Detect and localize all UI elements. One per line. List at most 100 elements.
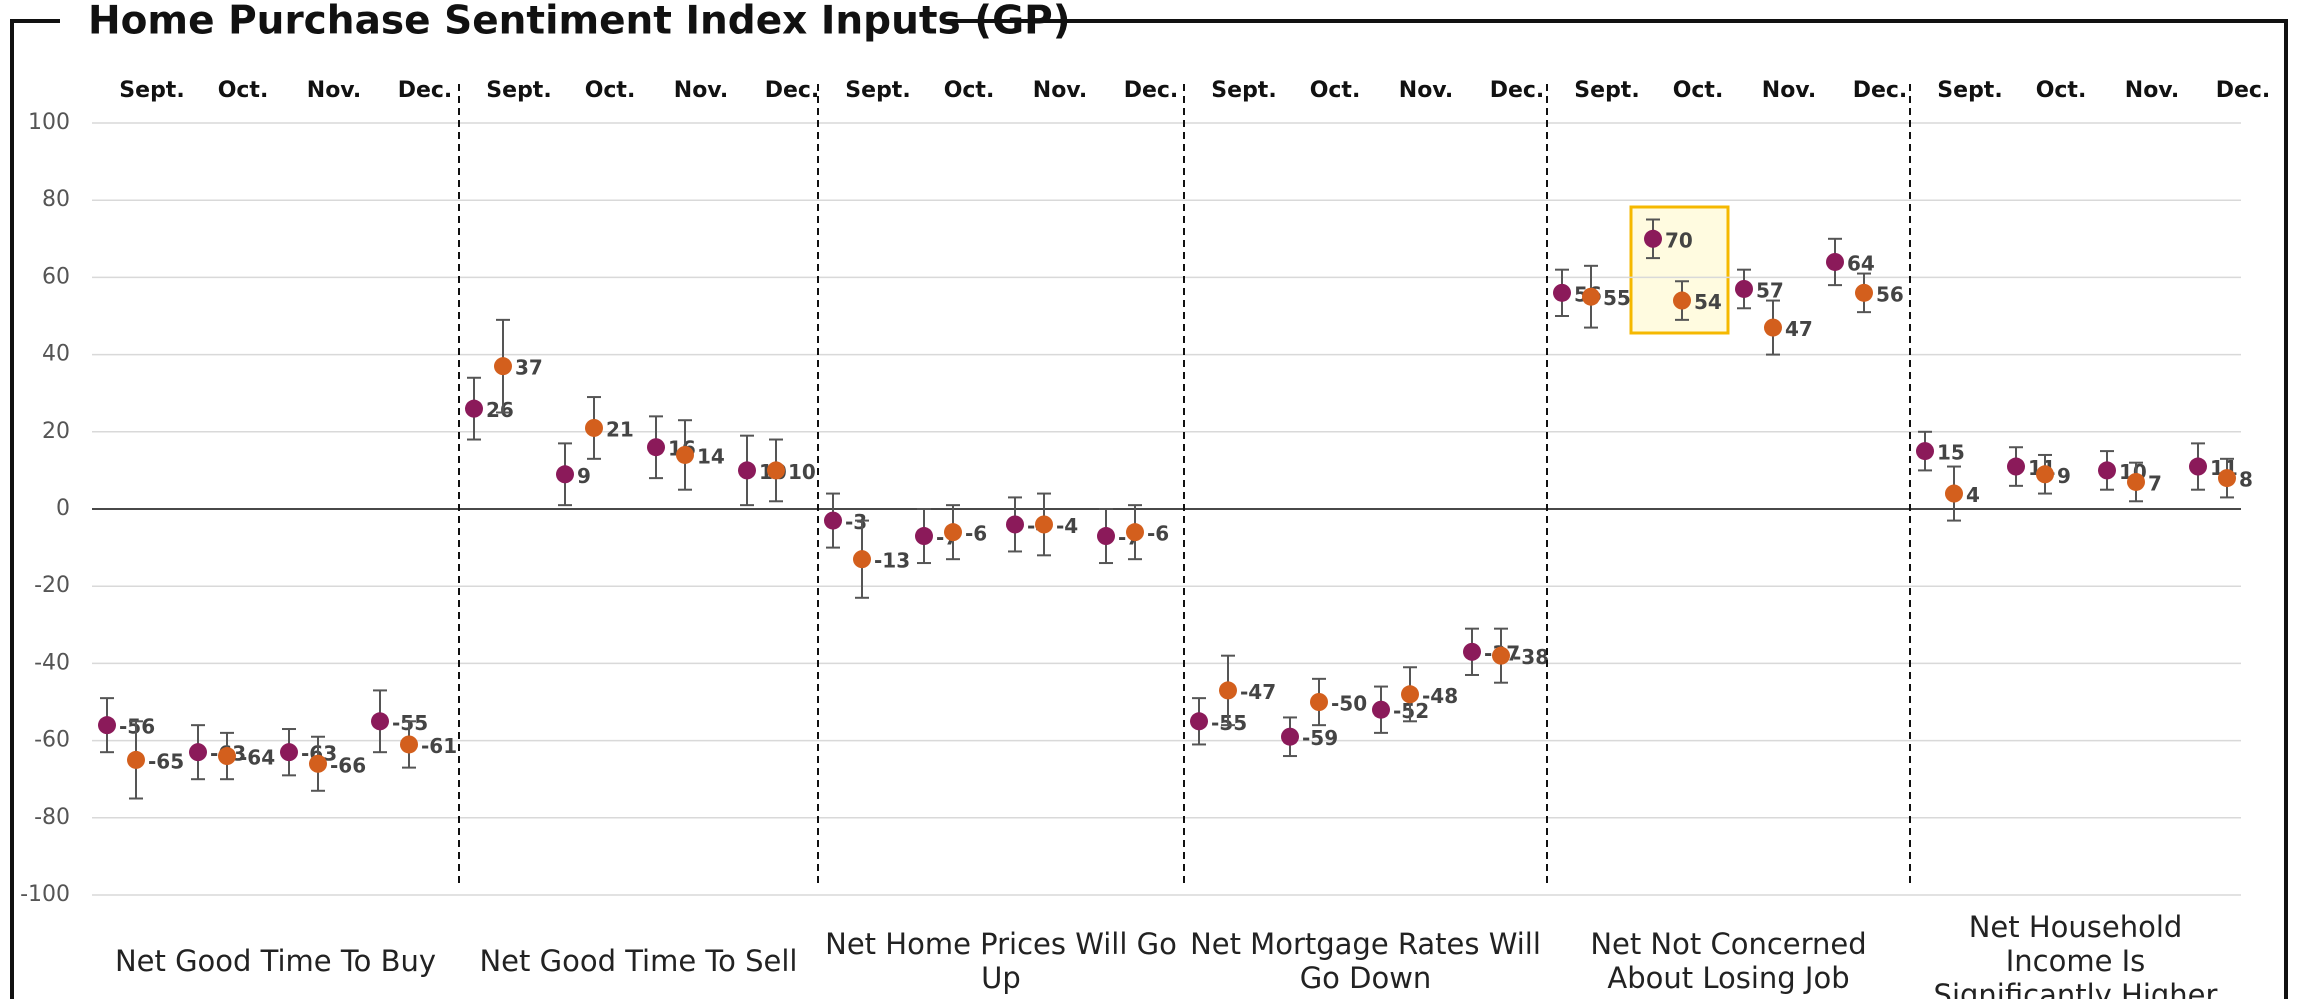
data-label: 70 bbox=[1665, 228, 1693, 252]
dot bbox=[647, 438, 665, 457]
dot bbox=[1644, 229, 1662, 248]
data-label: -3 bbox=[845, 510, 867, 534]
y-tick-label: 40 bbox=[42, 342, 70, 367]
y-tick-label: 60 bbox=[42, 264, 70, 289]
title-backdrop bbox=[60, 0, 946, 44]
data-label: 7 bbox=[2148, 471, 2162, 495]
month-label: Sept. bbox=[1211, 78, 1276, 103]
dot bbox=[280, 743, 298, 762]
dot bbox=[127, 750, 145, 769]
data-label: -55 bbox=[1211, 711, 1247, 735]
data-label: -65 bbox=[148, 749, 184, 773]
dot bbox=[218, 747, 236, 766]
data-label: 55 bbox=[1603, 286, 1631, 310]
y-tick-label: -60 bbox=[34, 728, 70, 753]
data-label: -55 bbox=[392, 711, 428, 735]
dot bbox=[2218, 469, 2236, 488]
data-label: -47 bbox=[1240, 680, 1276, 704]
y-tick-label: 100 bbox=[28, 110, 70, 135]
month-label: Nov. bbox=[2125, 78, 2179, 103]
month-label: Nov. bbox=[1762, 78, 1816, 103]
y-tick-label: -40 bbox=[34, 650, 70, 675]
data-label: -50 bbox=[1331, 692, 1367, 716]
dot bbox=[1190, 712, 1208, 731]
y-tick-label: 0 bbox=[56, 496, 70, 521]
data-label: -56 bbox=[119, 715, 155, 739]
data-label: -48 bbox=[1422, 684, 1458, 708]
dot bbox=[738, 461, 756, 480]
panel-label: Net Good Time To Buy bbox=[114, 944, 437, 978]
dot bbox=[824, 511, 842, 530]
dot bbox=[1126, 523, 1144, 542]
month-label: Dec. bbox=[1490, 78, 1545, 103]
dot bbox=[767, 461, 785, 480]
data-label: -64 bbox=[239, 746, 275, 770]
dot bbox=[465, 399, 483, 418]
panel-label: Net Household Income Is Significantly Hi… bbox=[1933, 910, 2218, 999]
frame bbox=[10, 19, 2288, 999]
dot bbox=[2007, 457, 2025, 476]
data-label: -4 bbox=[1056, 514, 1078, 538]
month-label: Nov. bbox=[1033, 78, 1087, 103]
month-label: Sept. bbox=[845, 78, 910, 103]
month-label: Dec. bbox=[1124, 78, 1179, 103]
dot bbox=[1097, 527, 1115, 546]
dot bbox=[1673, 291, 1691, 310]
data-label: -13 bbox=[874, 549, 910, 573]
panel-label: Net Mortgage Rates Will Go Down bbox=[1190, 927, 1541, 995]
y-tick-label: -20 bbox=[34, 573, 70, 598]
data-label: 21 bbox=[606, 417, 634, 441]
dot bbox=[1582, 287, 1600, 306]
dot bbox=[1372, 700, 1390, 719]
dot bbox=[494, 357, 512, 376]
dot bbox=[1281, 727, 1299, 746]
month-label: Dec. bbox=[398, 78, 453, 103]
data-label: 10 bbox=[788, 460, 816, 484]
dot bbox=[1855, 283, 1873, 302]
data-label: 54 bbox=[1694, 290, 1722, 314]
dot bbox=[1035, 515, 1053, 534]
data-label: -38 bbox=[1513, 645, 1549, 669]
month-label: Sept. bbox=[1937, 78, 2002, 103]
dot bbox=[1310, 693, 1328, 711]
dot bbox=[371, 712, 389, 731]
chart-title: Home Purchase Sentiment Index Inputs (GP… bbox=[88, 0, 1071, 44]
dot bbox=[556, 465, 574, 484]
dot bbox=[1764, 318, 1782, 337]
dot bbox=[585, 418, 603, 437]
dot bbox=[1945, 484, 1963, 503]
dot bbox=[189, 743, 207, 762]
panel-label: Net Home Prices Will Go Up bbox=[825, 927, 1177, 995]
data-label: 37 bbox=[515, 356, 543, 380]
data-label: -66 bbox=[330, 753, 366, 777]
data-label: 14 bbox=[697, 444, 725, 468]
y-tick-label: 20 bbox=[42, 419, 70, 444]
data-label: 57 bbox=[1756, 278, 1784, 302]
dot bbox=[2189, 457, 2207, 476]
dot bbox=[944, 523, 962, 542]
dot bbox=[1219, 681, 1237, 700]
y-tick-label: -100 bbox=[20, 882, 70, 907]
panel-label: Net Not Concerned About Losing Job bbox=[1590, 927, 1867, 995]
dot bbox=[2036, 465, 2054, 484]
month-label: Nov. bbox=[1399, 78, 1453, 103]
dot bbox=[1735, 279, 1753, 298]
month-label: Oct. bbox=[585, 78, 636, 103]
month-label: Oct. bbox=[1310, 78, 1361, 103]
data-label: -59 bbox=[1302, 726, 1338, 750]
dot bbox=[1463, 642, 1481, 661]
month-label: Sept. bbox=[486, 78, 551, 103]
dot bbox=[400, 735, 418, 754]
panel-label: Net Good Time To Sell bbox=[479, 944, 798, 978]
data-label: 9 bbox=[2057, 464, 2071, 488]
month-label: Oct. bbox=[2036, 78, 2087, 103]
month-label: Oct. bbox=[1673, 78, 1724, 103]
data-label: -6 bbox=[1147, 522, 1169, 546]
dot bbox=[1916, 442, 1934, 461]
dot bbox=[1553, 283, 1571, 302]
month-label: Sept. bbox=[1574, 78, 1639, 103]
month-label: Oct. bbox=[944, 78, 995, 103]
data-label: -61 bbox=[421, 734, 457, 758]
